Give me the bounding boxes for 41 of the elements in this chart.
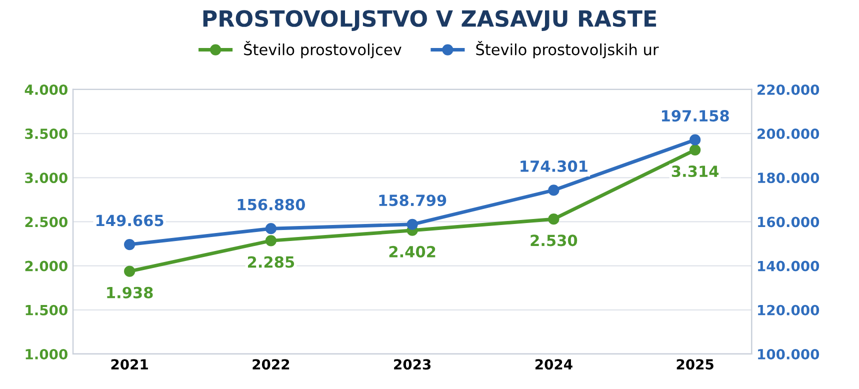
- legend-label: Število prostovoljcev: [244, 40, 402, 58]
- y-tick-label: 1.000: [26, 348, 68, 360]
- y2-tick-label: 120.000: [758, 304, 820, 316]
- x-tick-label: 2021: [111, 359, 148, 370]
- x-tick-label: 2023: [394, 359, 431, 370]
- point: [124, 238, 136, 250]
- point: [406, 218, 418, 230]
- x-tick-label: 2024: [535, 359, 572, 370]
- y2-tick-label: 160.000: [758, 216, 820, 228]
- y2-tick-label: 100.000: [758, 348, 820, 360]
- y2-tick-label: 200.000: [758, 128, 820, 140]
- point: [265, 235, 276, 246]
- x-tick-label: 2022: [252, 359, 290, 370]
- data-label: 1.938: [107, 286, 153, 298]
- y-tick-label: 2.500: [25, 216, 68, 228]
- y-tick-label: 4.000: [24, 84, 68, 95]
- point: [548, 214, 560, 225]
- data-label: 158.799: [379, 194, 446, 206]
- y-tick-label: 3.000: [25, 172, 68, 184]
- legend-label: Število prostovoljskih ur: [476, 40, 659, 58]
- data-label: 2.402: [389, 246, 436, 258]
- point: [690, 134, 701, 146]
- point: [690, 144, 701, 156]
- data-label: 3.314: [672, 166, 719, 178]
- chart-title: PROSTOVOLJSTVO V ZASAVJU RASTE: [203, 10, 656, 32]
- point: [124, 266, 136, 277]
- y2-tick-label: 180.000: [758, 172, 820, 184]
- data-label: 156.880: [238, 198, 306, 210]
- data-label: 149.665: [96, 214, 164, 226]
- point: [265, 223, 276, 234]
- y2-tick-label: 220.000: [758, 84, 820, 95]
- data-label: 174.301: [520, 160, 588, 172]
- y-tick-label: 2.000: [25, 260, 68, 272]
- x-tick-label: 2025: [676, 359, 714, 370]
- data-label: 2.285: [248, 256, 294, 268]
- data-label: 197.158: [662, 110, 729, 122]
- point: [548, 184, 560, 196]
- data-label: 2.530: [530, 234, 578, 246]
- y-tick-label: 3.500: [25, 128, 68, 140]
- y-tick-label: 1.500: [26, 304, 68, 316]
- y2-tick-label: 140.000: [758, 260, 820, 272]
